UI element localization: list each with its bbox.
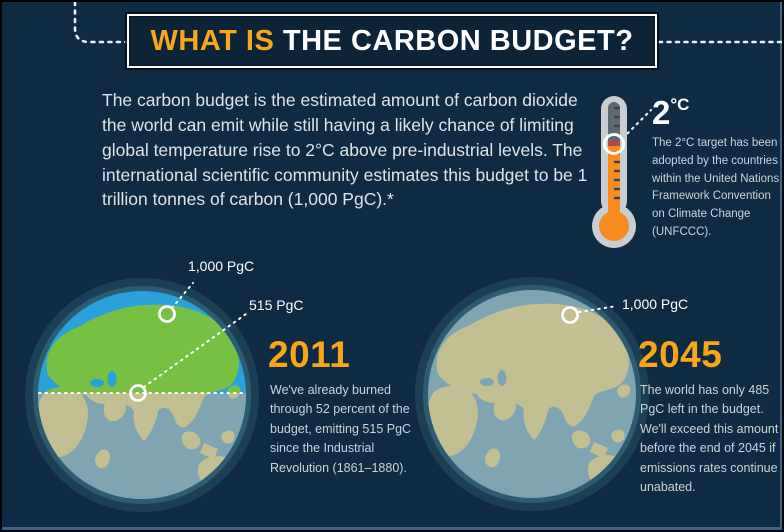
dashed-connector-left bbox=[73, 2, 134, 44]
year-2011-caption: We've already burned through 52 percent … bbox=[270, 383, 412, 475]
total-budget-marker-2045 bbox=[561, 306, 579, 324]
page-title: WHAT IS THE CARBON BUDGET? bbox=[127, 14, 657, 68]
used-budget-marker bbox=[129, 384, 147, 402]
year-2011: 2011 bbox=[268, 334, 351, 375]
globe-2011-illustration bbox=[25, 278, 259, 512]
label-total-budget-2045: 1,000 PgC bbox=[622, 296, 689, 312]
thermometer-icon bbox=[592, 96, 653, 248]
dashed-connector-right bbox=[657, 40, 782, 44]
year-2045: 2045 bbox=[638, 334, 723, 375]
label-total-budget-2011: 1,000 PgC bbox=[188, 258, 255, 274]
globe-2011: 1,000 PgC 515 PgC bbox=[2, 252, 322, 530]
intro-paragraph: The carbon budget is the estimated amoun… bbox=[102, 90, 588, 210]
globe-2045-illustration bbox=[415, 277, 649, 511]
total-budget-marker bbox=[158, 305, 176, 323]
page-title-highlight: WHAT IS bbox=[150, 24, 275, 57]
target-temperature-value: 2 bbox=[652, 94, 671, 131]
globe-2045: 1,000 PgC bbox=[407, 252, 782, 530]
label-used-budget-2011: 515 PgC bbox=[249, 297, 304, 313]
year-2045-caption: The world has only 485 PgC left in the b… bbox=[640, 383, 779, 494]
target-temperature: 2°C bbox=[652, 95, 689, 129]
target-temperature-unit: °C bbox=[670, 95, 690, 114]
page-title-rest: THE CARBON BUDGET? bbox=[274, 24, 634, 57]
target-temperature-caption: The 2°C target has been adopted by the c… bbox=[652, 137, 780, 239]
